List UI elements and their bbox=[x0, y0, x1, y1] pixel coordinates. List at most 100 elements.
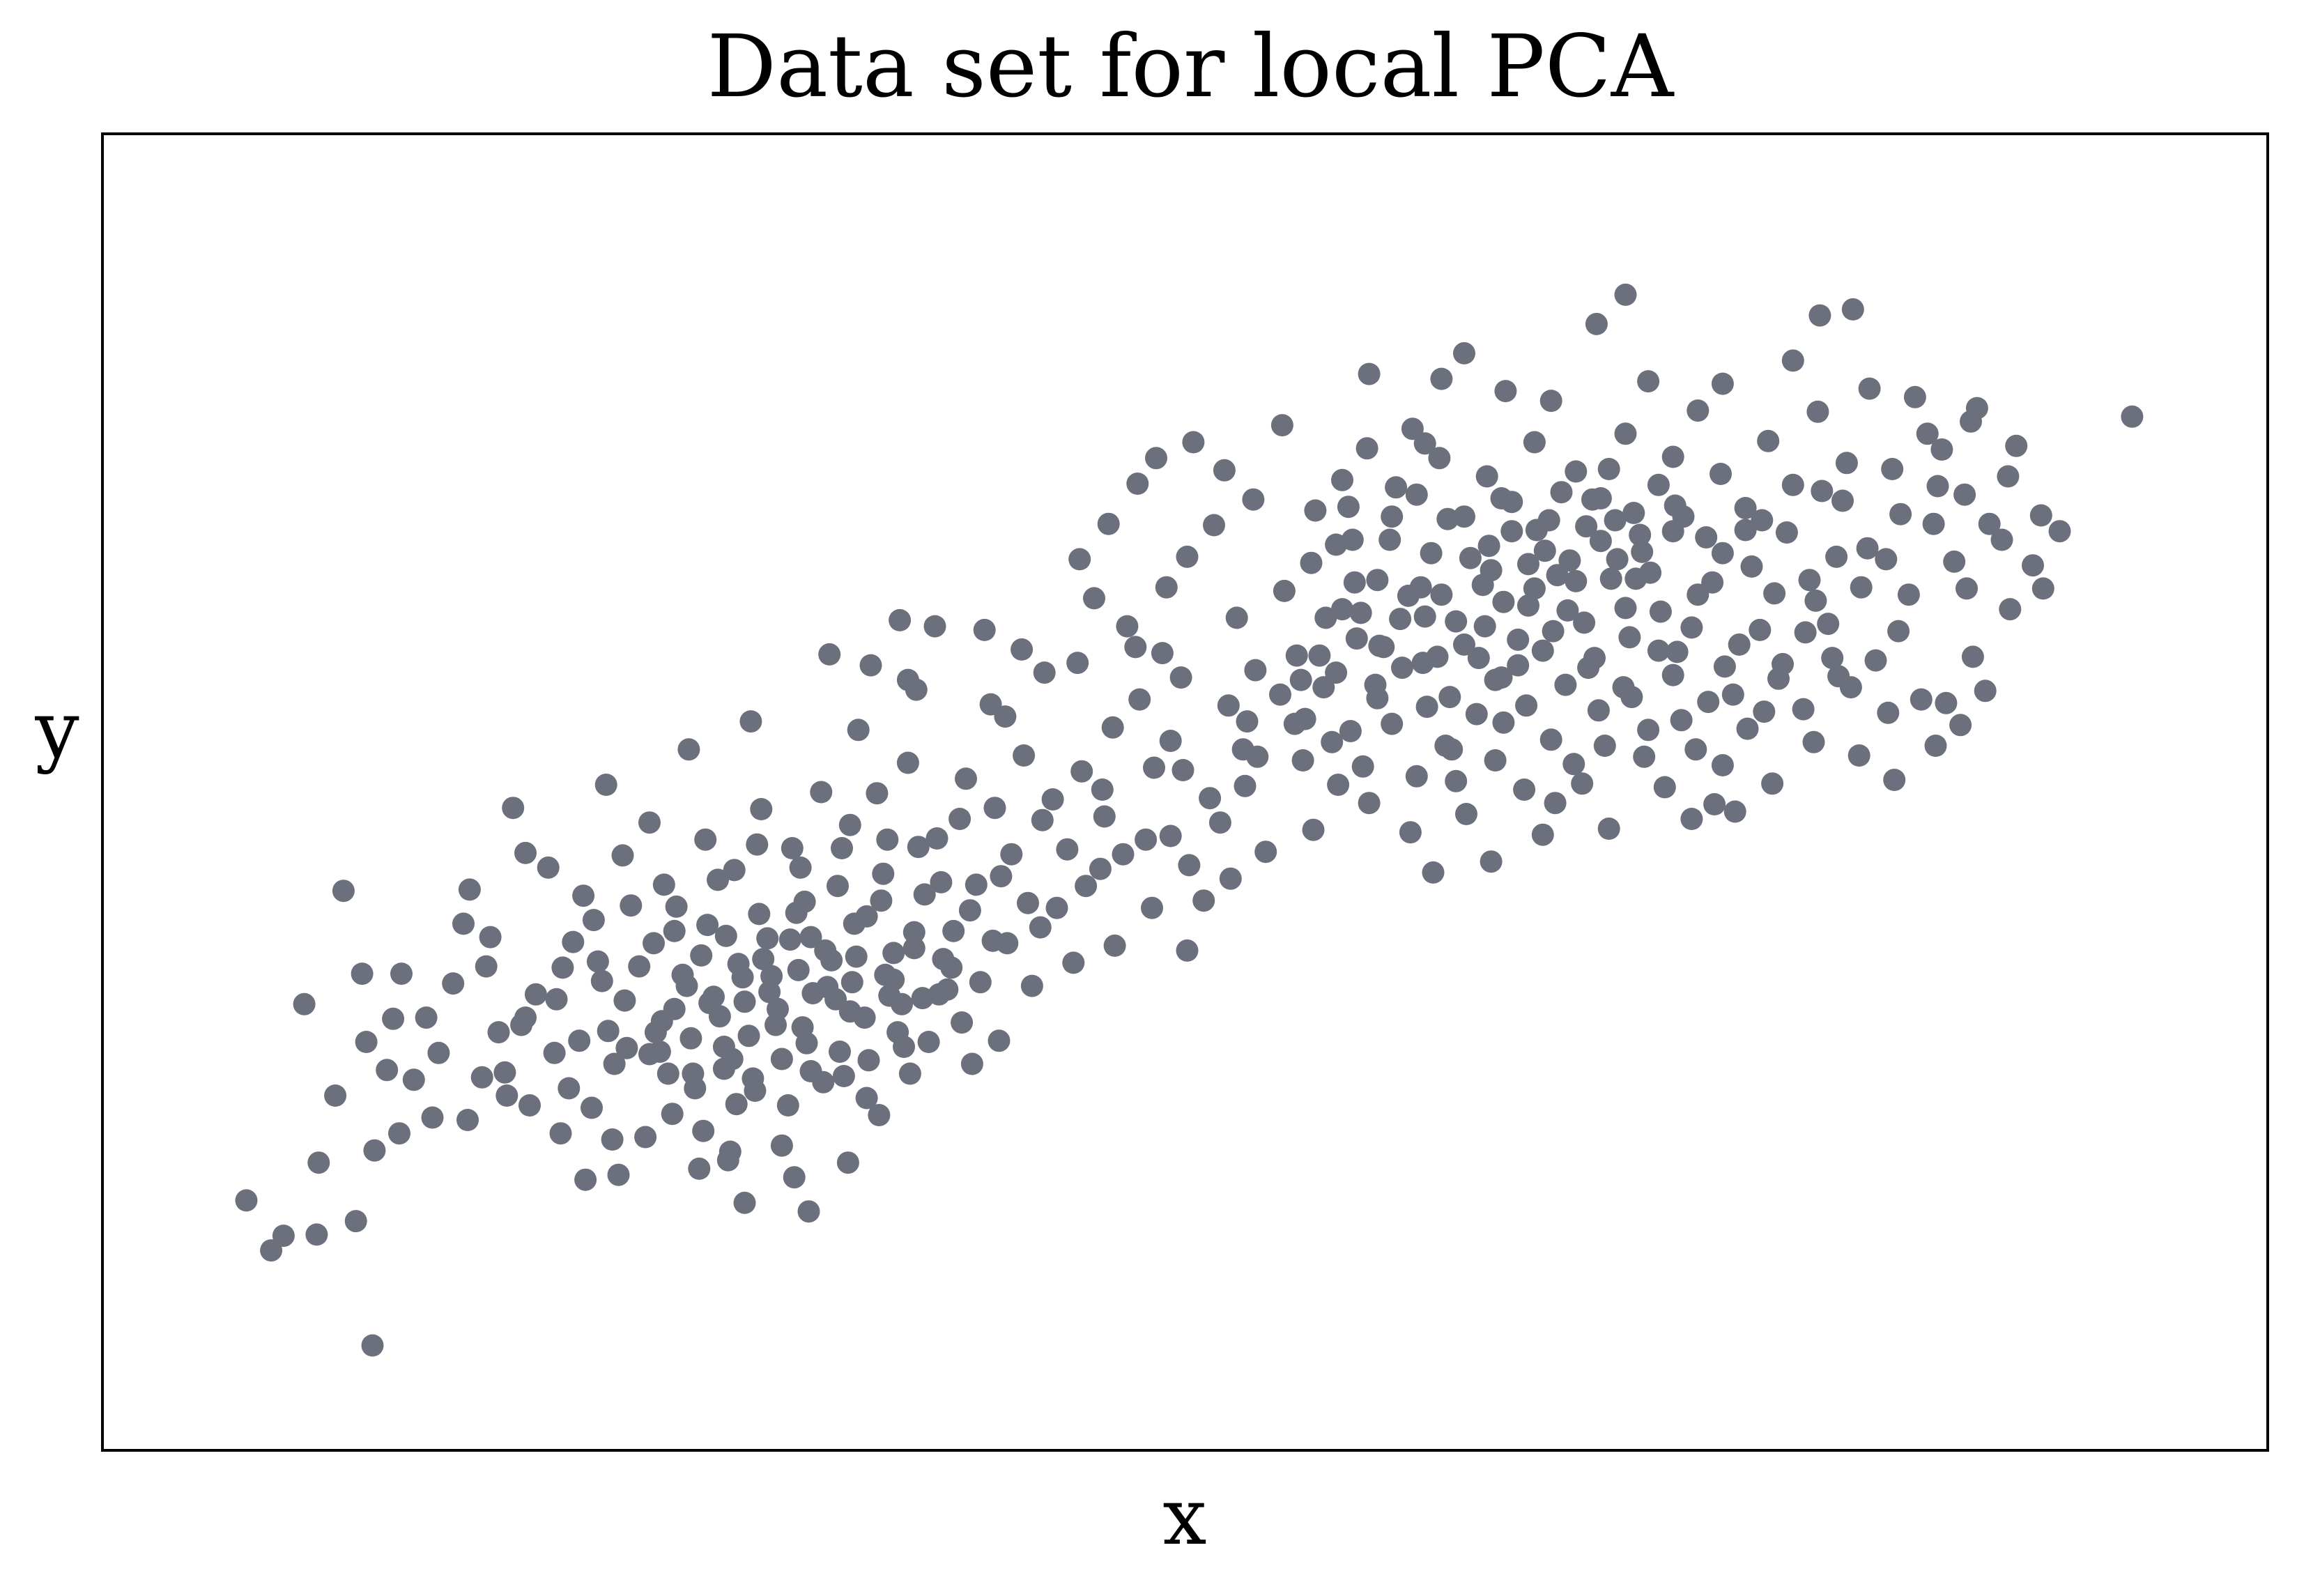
scatter-point bbox=[1620, 686, 1643, 709]
scatter-point bbox=[1680, 616, 1703, 639]
scatter-point bbox=[1234, 774, 1257, 797]
scatter-point bbox=[1389, 608, 1412, 631]
scatter-point bbox=[1199, 787, 1222, 810]
scatter-point bbox=[1391, 657, 1413, 680]
scatter-point bbox=[1273, 579, 1296, 602]
scatter-point bbox=[1381, 712, 1404, 735]
scatter-point bbox=[1453, 342, 1475, 365]
scatter-point bbox=[603, 1052, 626, 1075]
scatter-point bbox=[1736, 717, 1759, 740]
scatter-point bbox=[1484, 668, 1507, 691]
scatter-point bbox=[1219, 867, 1242, 890]
scatter-point bbox=[836, 1151, 859, 1174]
scatter-point bbox=[611, 844, 634, 867]
scatter-point bbox=[1926, 475, 1949, 498]
scatter-point bbox=[936, 978, 959, 1001]
scatter-point bbox=[902, 921, 925, 944]
scatter-point bbox=[1763, 582, 1786, 605]
scatter-point bbox=[663, 997, 686, 1020]
scatter-point bbox=[1802, 730, 1825, 753]
scatter-point bbox=[1492, 590, 1515, 613]
scatter-point bbox=[1017, 891, 1039, 914]
scatter-point bbox=[973, 618, 996, 641]
scatter-point bbox=[1974, 680, 1997, 703]
scatter-point bbox=[831, 837, 853, 859]
scatter-point bbox=[737, 1025, 760, 1048]
scatter-point bbox=[1585, 312, 1608, 335]
scatter-point bbox=[1314, 606, 1337, 629]
scatter-point bbox=[1523, 431, 1546, 454]
scatter-point bbox=[1723, 800, 1746, 823]
scatter-point bbox=[1571, 772, 1594, 795]
scatter-point bbox=[1922, 512, 1945, 535]
scatter-point bbox=[307, 1151, 330, 1174]
scatter-point bbox=[1956, 577, 1978, 600]
scatter-point bbox=[628, 955, 651, 978]
scatter-point bbox=[1285, 644, 1308, 667]
scatter-point bbox=[1680, 808, 1703, 830]
scatter-point bbox=[551, 956, 574, 979]
scatter-point bbox=[1378, 528, 1401, 551]
scatter-point bbox=[1033, 661, 1056, 684]
scatter-point bbox=[1599, 567, 1622, 590]
scatter-point bbox=[1827, 665, 1850, 688]
scatter-point bbox=[1445, 610, 1468, 633]
scatter-point bbox=[1236, 710, 1259, 733]
scatter-point bbox=[1068, 548, 1091, 571]
scatter-point bbox=[847, 719, 870, 742]
scatter-point bbox=[493, 1061, 516, 1084]
scatter-point bbox=[925, 827, 948, 850]
scatter-point bbox=[1997, 465, 2020, 488]
scatter-point bbox=[1850, 576, 1873, 599]
scatter-point bbox=[812, 1071, 835, 1094]
scatter-point bbox=[1467, 647, 1490, 670]
scatter-point bbox=[896, 751, 919, 774]
scatter-point bbox=[1546, 564, 1569, 587]
scatter-point bbox=[1624, 567, 1647, 590]
scatter-point bbox=[1020, 974, 1043, 997]
scatter-point bbox=[1631, 540, 1654, 563]
chart-title: Data set for local PCA bbox=[707, 17, 1675, 117]
scatter-point bbox=[1661, 445, 1684, 468]
scatter-point bbox=[456, 1109, 479, 1131]
scatter-point bbox=[714, 924, 737, 947]
scatter-point bbox=[1711, 542, 1734, 565]
scatter-point bbox=[868, 1104, 891, 1126]
scatter-point bbox=[801, 982, 824, 1005]
scatter-point bbox=[1661, 663, 1684, 686]
scatter-point bbox=[1924, 735, 1947, 757]
scatter-point bbox=[1887, 620, 1910, 643]
scatter-point bbox=[1062, 951, 1085, 974]
scatter-point bbox=[1637, 370, 1660, 393]
scatter-point bbox=[889, 608, 912, 631]
scatter-point bbox=[502, 797, 525, 820]
scatter-point bbox=[1808, 304, 1831, 327]
scatter-point bbox=[1358, 792, 1381, 815]
scatter-point bbox=[787, 958, 810, 981]
scatter-point bbox=[549, 1122, 572, 1145]
scatter-point bbox=[1916, 422, 1939, 445]
scatter-point bbox=[1539, 390, 1562, 413]
scatter-point bbox=[855, 1087, 878, 1110]
scatter-point bbox=[707, 868, 729, 891]
scatter-point bbox=[1312, 676, 1335, 699]
scatter-point bbox=[742, 1067, 765, 1090]
scatter-point bbox=[1124, 636, 1147, 659]
scatter-point bbox=[725, 1093, 748, 1116]
scatter-point bbox=[2121, 405, 2144, 428]
scatter-point bbox=[1477, 535, 1500, 558]
scatter-point bbox=[1523, 577, 1546, 600]
scatter-point bbox=[1577, 657, 1600, 680]
scatter-point bbox=[562, 930, 585, 953]
scatter-point bbox=[886, 1021, 909, 1044]
scatter-point bbox=[1935, 691, 1958, 714]
scatter-point bbox=[1537, 509, 1560, 532]
scatter-point bbox=[1405, 765, 1428, 788]
scatter-point bbox=[1751, 509, 1774, 532]
scatter-point bbox=[1593, 735, 1616, 757]
scatter-point bbox=[648, 1041, 671, 1063]
scatter-point bbox=[1343, 571, 1366, 594]
scatter-point bbox=[1978, 512, 2001, 535]
scatter-point bbox=[874, 963, 897, 986]
